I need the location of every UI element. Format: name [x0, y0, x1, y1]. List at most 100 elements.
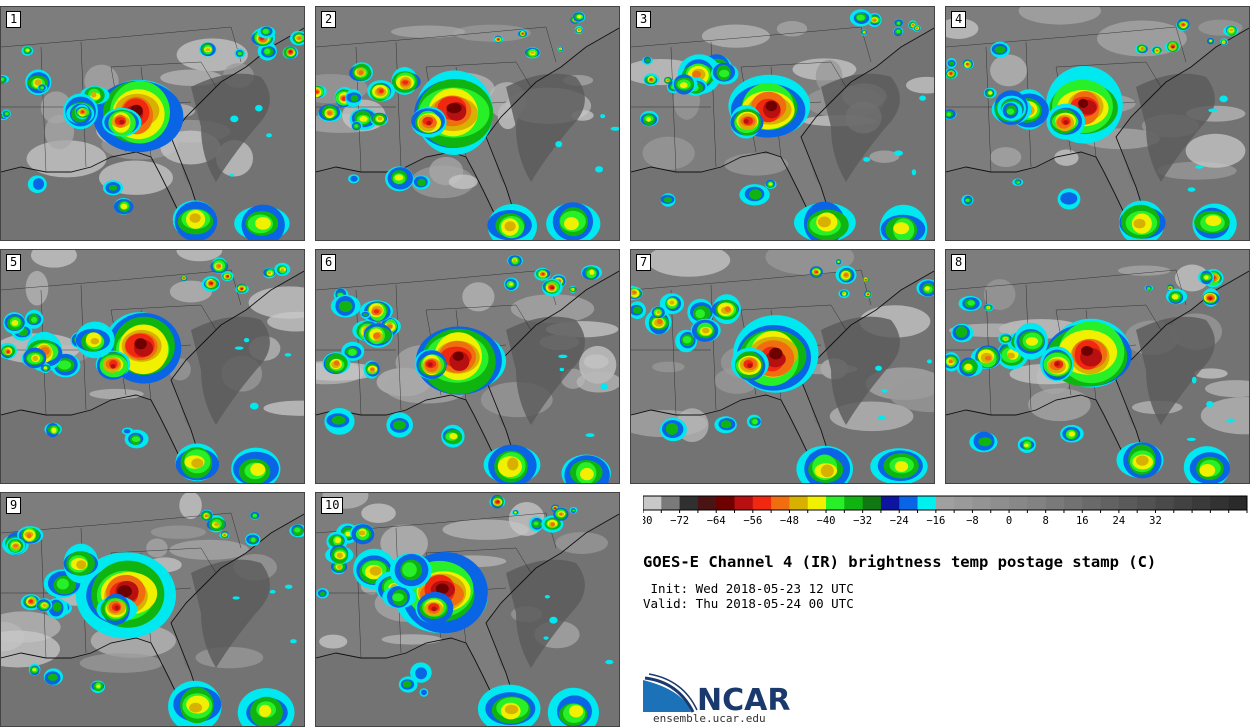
- state-border: [985, 46, 992, 173]
- cloud-swath: [1175, 264, 1210, 292]
- colorbar-bin: [880, 496, 900, 510]
- colorbar-tick-label: 32: [1149, 515, 1162, 527]
- convective-cell: [987, 306, 990, 309]
- convective-cell: [1147, 287, 1151, 290]
- cloud-swath: [319, 634, 348, 649]
- convective-cell: [32, 355, 39, 362]
- convective-cell: [1171, 46, 1174, 49]
- cloud-swath: [195, 646, 264, 669]
- convective-cell: [226, 275, 229, 278]
- convective-cell: [1007, 352, 1015, 359]
- convective-cell: [580, 467, 594, 481]
- convective-cell: [559, 512, 563, 516]
- convective-cell: [342, 96, 347, 101]
- cloud-swath: [1054, 149, 1079, 166]
- ncar-logo-text: NCAR: [697, 683, 791, 718]
- convective-cell: [1063, 120, 1069, 125]
- state-border: [230, 512, 242, 549]
- dry-slot: [506, 73, 585, 182]
- cold-speck: [1187, 187, 1196, 192]
- convective-cell: [1, 77, 5, 81]
- convective-cell: [338, 300, 353, 313]
- colorbar-bin: [917, 496, 937, 510]
- convective-cell: [402, 680, 412, 688]
- convective-cell: [507, 457, 519, 471]
- convective-cell: [948, 61, 955, 66]
- colorbar-bin: [752, 496, 772, 510]
- state-border: [1, 512, 232, 534]
- convective-cell: [747, 363, 753, 368]
- cloud-swath: [462, 282, 495, 312]
- state-border: [631, 26, 862, 48]
- colorbar-bin: [661, 496, 680, 510]
- convective-cell: [550, 522, 555, 527]
- convective-cell: [719, 69, 730, 78]
- state-border: [200, 61, 217, 88]
- convective-cell: [402, 80, 409, 85]
- convective-cell: [564, 217, 579, 231]
- convective-cell: [521, 32, 524, 35]
- stamp-panel-10: 10: [315, 492, 620, 727]
- convective-cell: [96, 684, 101, 688]
- colorbar-tick-label: −24: [890, 515, 909, 527]
- panel-label: 10: [321, 497, 344, 514]
- convective-cell: [1133, 218, 1146, 229]
- colorbar-bin: [935, 496, 955, 510]
- convective-cell: [402, 562, 417, 578]
- cloud-swath: [79, 653, 163, 673]
- convective-cell: [513, 259, 517, 263]
- colorbar-tick-label: −72: [670, 515, 689, 527]
- convective-cell: [749, 189, 762, 200]
- cold-speck: [893, 150, 904, 156]
- state-border: [860, 269, 872, 306]
- colorbar-bin: [1155, 496, 1175, 510]
- convective-cell: [426, 120, 432, 126]
- convective-cell: [379, 89, 384, 94]
- convective-cell: [702, 327, 710, 334]
- state-border: [515, 61, 532, 88]
- state-border: [1, 26, 232, 48]
- cloud-swath: [30, 250, 77, 268]
- convective-cell: [90, 338, 100, 345]
- convective-cell: [358, 70, 364, 75]
- state-border: [1145, 61, 1162, 88]
- state-border: [395, 284, 402, 411]
- ir-map-8: [946, 250, 1249, 483]
- convective-cell: [669, 300, 675, 305]
- cloud-swath: [647, 250, 731, 277]
- state-border: [1055, 304, 1147, 311]
- colorbar-tick-label: −8: [966, 515, 979, 527]
- convective-cell: [51, 427, 57, 433]
- convective-cell: [1208, 297, 1212, 300]
- convective-cell: [743, 119, 749, 124]
- convective-cell: [1171, 294, 1179, 300]
- cold-speck: [229, 173, 234, 177]
- convective-cell: [946, 112, 952, 117]
- cold-speck: [1206, 401, 1214, 408]
- convective-cell: [497, 38, 499, 40]
- cloud-swath: [453, 24, 531, 42]
- convective-cell: [370, 367, 375, 371]
- colorbar-tick-label: 24: [1113, 515, 1126, 527]
- cold-speck: [911, 169, 917, 176]
- convective-cell: [554, 507, 557, 509]
- ir-map-5: [1, 250, 304, 483]
- convective-cell: [26, 49, 30, 52]
- state-border: [740, 304, 832, 311]
- convective-cell: [47, 673, 59, 681]
- colorbar-bin: [844, 496, 864, 510]
- colorbar-bin: [643, 496, 662, 510]
- convective-cell: [1182, 23, 1185, 26]
- convective-cell: [504, 221, 516, 232]
- state-border: [830, 61, 847, 88]
- site-url: ensemble.ucar.edu: [653, 712, 766, 725]
- cloud-swath: [146, 538, 168, 558]
- panel-label: 7: [636, 254, 652, 271]
- convective-cell: [496, 500, 500, 503]
- convective-cell: [350, 175, 358, 182]
- panel-label: 8: [951, 254, 967, 271]
- cold-speck: [926, 359, 932, 364]
- convective-cell: [1006, 108, 1015, 115]
- ncar-logo-icon: [643, 673, 698, 713]
- convective-cell: [420, 689, 427, 696]
